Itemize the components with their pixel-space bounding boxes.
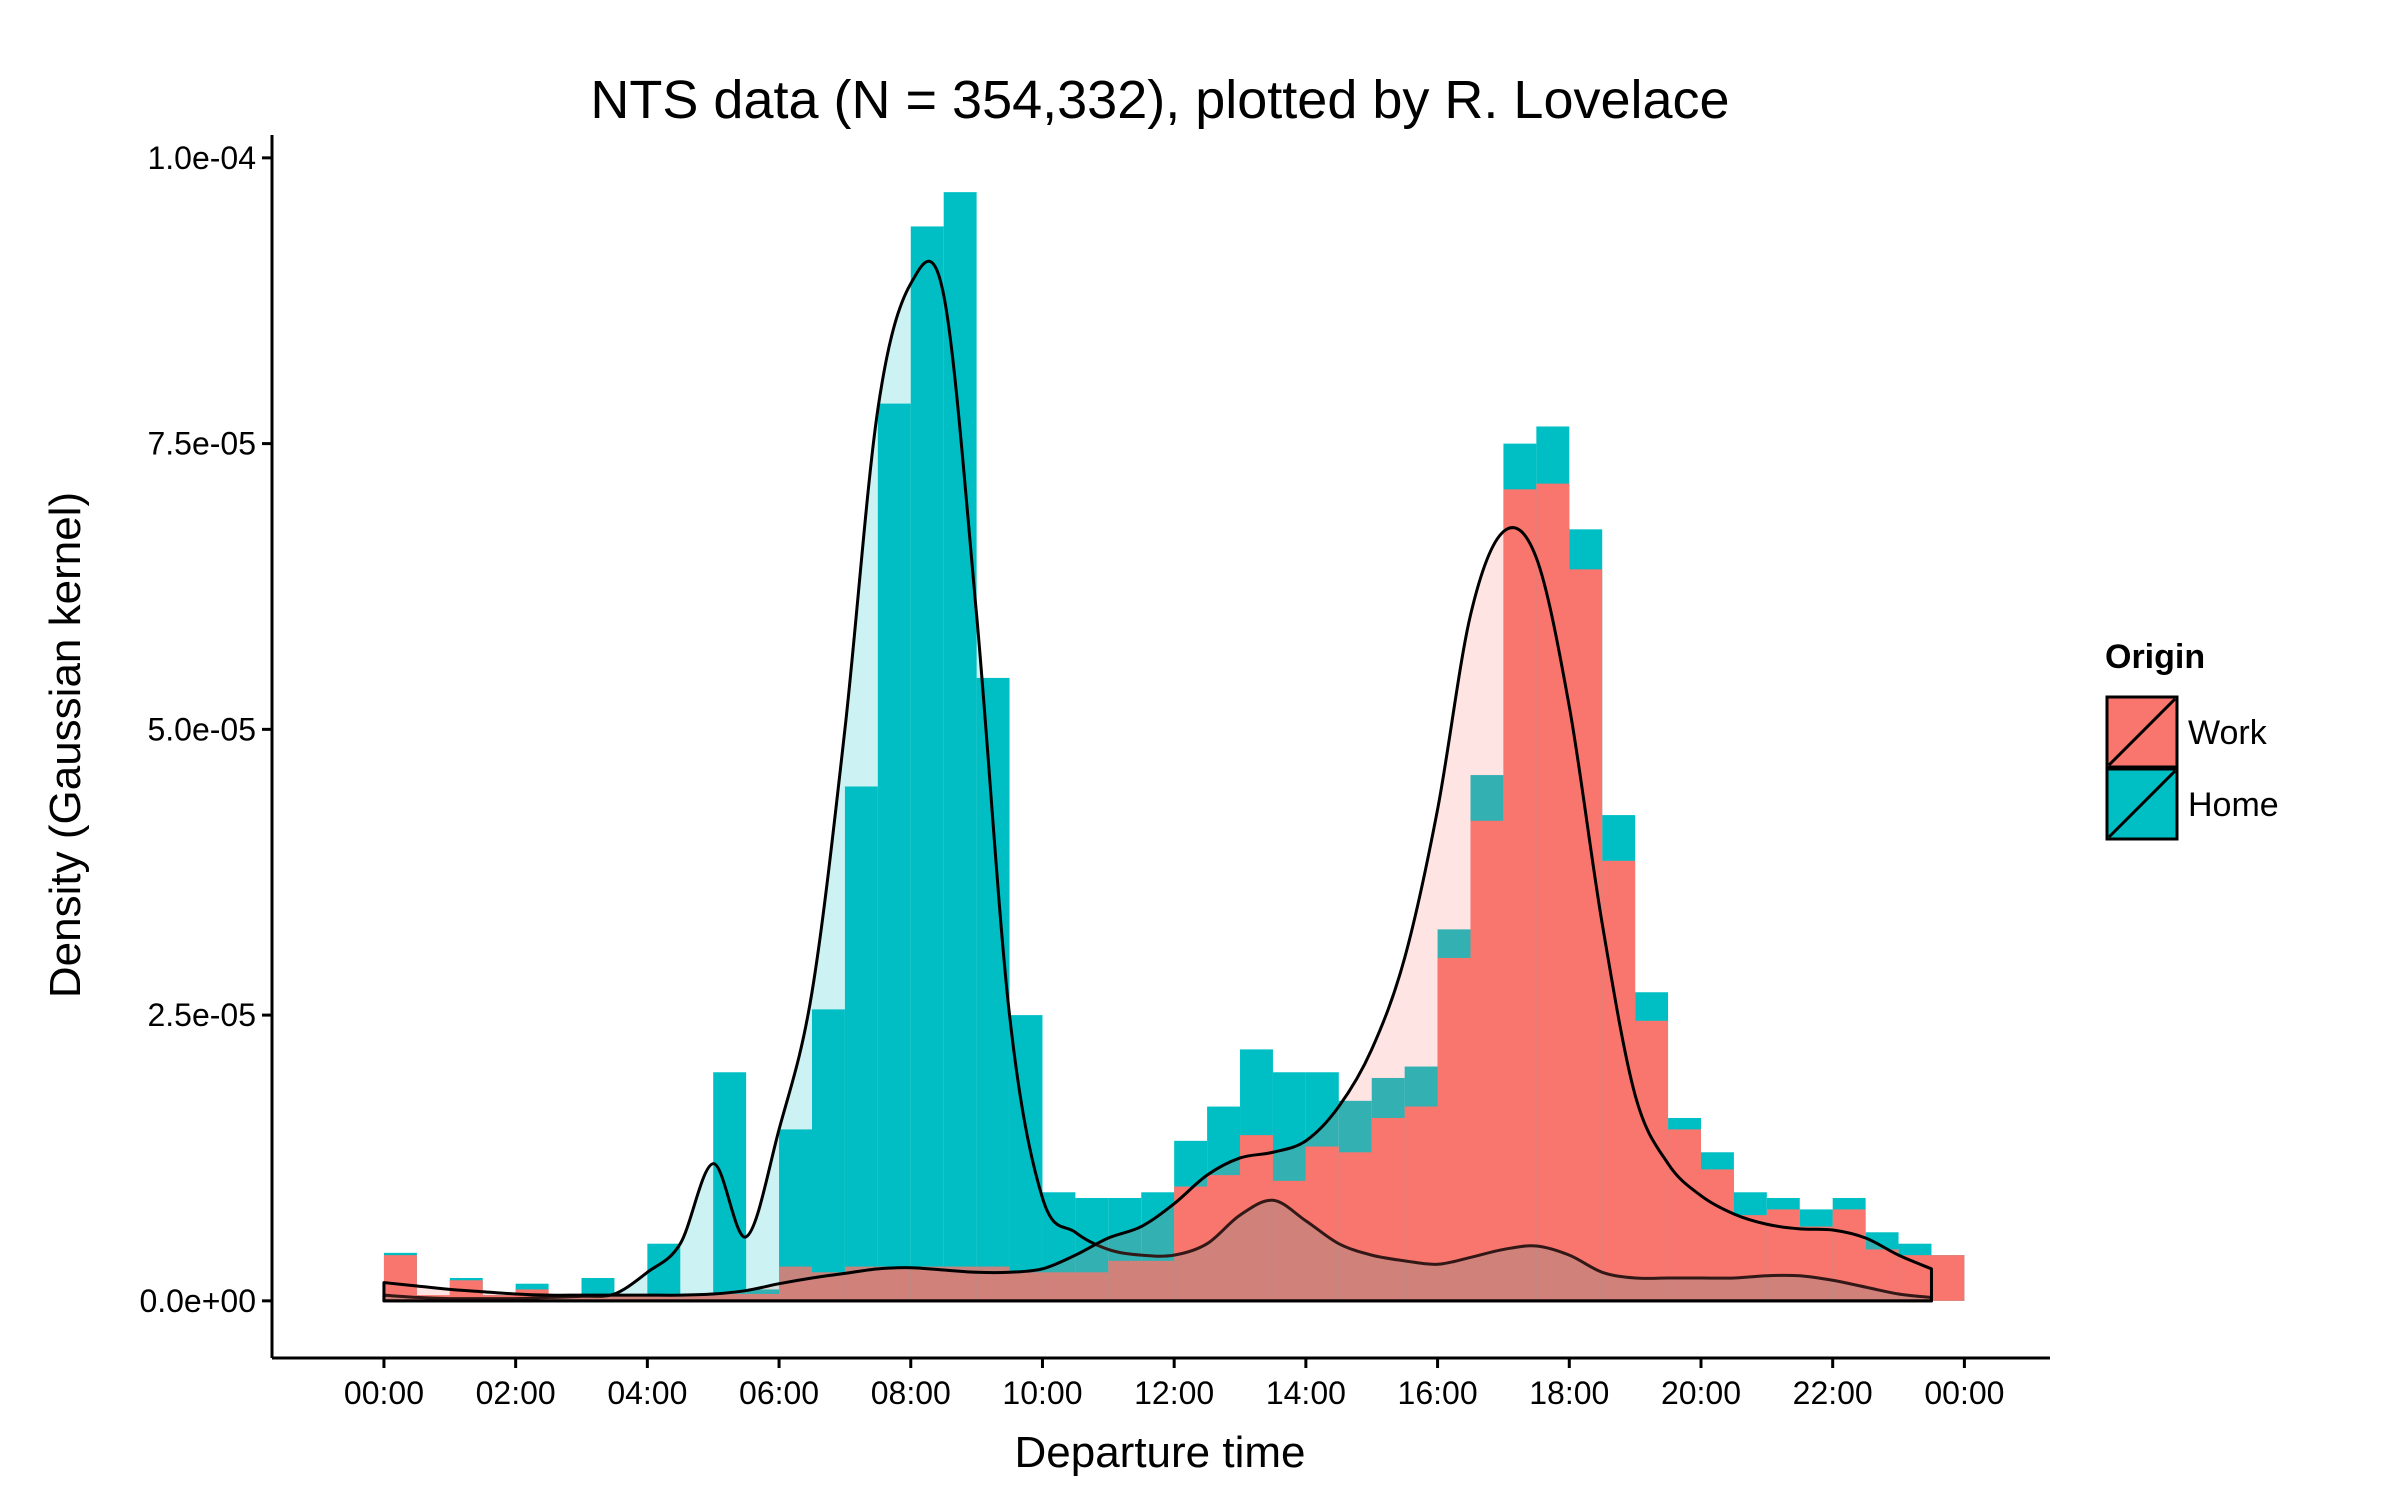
y-tick-label: 7.5e-05 [147,426,256,462]
work-bar [1338,1152,1372,1301]
x-tick-label: 06:00 [739,1375,819,1411]
y-tick-label: 0.0e+00 [139,1283,256,1319]
y-axis-ticks: 0.0e+00 2.5e-05 5.0e-05 7.5e-05 1.0e-04 [139,140,272,1319]
y-tick-label: 2.5e-05 [147,997,256,1033]
legend-title: Origin [2105,638,2205,676]
work-density-area [382,526,1933,1303]
x-tick-label: 04:00 [607,1375,687,1411]
x-tick-label: 16:00 [1398,1375,1478,1411]
work-bar [1799,1226,1833,1301]
work-bar [1404,1106,1438,1301]
home-density-area [382,259,1933,1303]
work-bar [383,1255,417,1301]
work-bar [877,1266,911,1301]
work-bar [1635,1020,1669,1301]
legend-label-home: Home [2188,786,2279,824]
work-bar [1009,1272,1043,1301]
x-tick-label: 12:00 [1134,1375,1214,1411]
work-bar [1668,1129,1701,1301]
home-bar [976,677,1010,1301]
home-bars [383,192,1965,1301]
work-bar [614,1295,648,1301]
work-bar [1174,1186,1208,1301]
work-bar [1141,1260,1175,1301]
y-tick-label: 5.0e-05 [147,711,256,747]
work-bar [1042,1272,1076,1301]
work-bar [680,1293,714,1301]
legend-key-home-slash [2107,769,2177,839]
home-bar [713,1072,747,1301]
x-axis-title: Departure time [1014,1428,1305,1477]
x-tick-label: 14:00 [1266,1375,1346,1411]
legend: Origin Work Home [2105,638,2279,841]
home-bar [943,192,977,1301]
x-axis-ticks: 00:00 02:00 04:00 06:00 08:00 10:00 12:00 14:00… [344,1358,2004,1411]
work-density-curve [382,526,1933,1303]
work-bar [910,1266,944,1301]
y-tick-label: 1.0e-04 [147,140,256,176]
legend-key-work-slash [2107,697,2177,767]
work-bar [1371,1117,1405,1301]
work-bar [1602,860,1636,1301]
work-bar [1108,1260,1142,1301]
home-bar [844,786,878,1301]
work-bars [383,483,1965,1301]
work-bar [1470,820,1504,1301]
home-bar [811,1009,845,1301]
x-tick-label: 00:00 [344,1375,424,1411]
home-bar [910,226,944,1301]
x-tick-label: 22:00 [1793,1375,1873,1411]
chart-title: NTS data (N = 354,332), plotted by R. Lo… [590,70,1729,130]
work-bar [1733,1215,1767,1301]
home-density-curve [382,259,1933,1303]
x-tick-label: 20:00 [1661,1375,1741,1411]
home-bar [877,403,911,1301]
x-tick-label: 18:00 [1529,1375,1609,1411]
work-bar [1075,1272,1109,1301]
x-tick-label: 00:00 [1924,1375,2004,1411]
x-tick-label: 10:00 [1002,1375,1082,1411]
work-bar [1503,489,1537,1301]
work-bar [746,1293,780,1301]
work-bar [1240,1135,1273,1301]
work-bar [1437,957,1471,1301]
work-bar [647,1293,681,1301]
work-bar [1569,569,1603,1301]
work-bar [713,1293,747,1301]
x-tick-label: 08:00 [871,1375,951,1411]
work-bar [1931,1255,1965,1301]
y-axis-title: Density (Gaussian kernel) [41,492,90,998]
x-tick-label: 02:00 [476,1375,556,1411]
legend-label-work: Work [2188,714,2268,752]
